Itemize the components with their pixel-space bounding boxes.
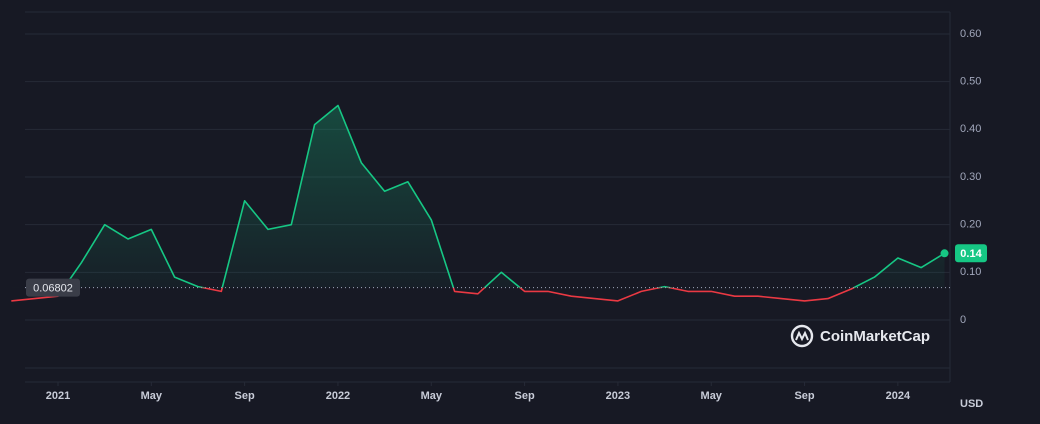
y-tick-label: 0.50 [960,76,981,88]
price-line-above [63,104,945,288]
y-tick-label: 0 [960,314,966,326]
baseline-label: 0.06802 [33,282,73,294]
plot: 0.14 0.06802 [11,104,987,302]
last-point [940,249,949,258]
logo-mark [795,330,809,342]
grid: 0 0.10 0.20 0.30 0.40 0.50 0.60 2021 May Sep 2022 M… [25,28,981,402]
y-tick-label: 0.20 [960,219,981,231]
price-area [11,105,945,288]
x-tick-label: Sep [515,390,535,402]
logo-icon [790,324,814,348]
y-tick-label: 0.60 [960,28,981,40]
x-tick-label: May [141,390,163,402]
y-tick-label: 0.40 [960,123,981,135]
x-tick-label: Sep [794,390,814,402]
x-tick-label: 2021 [46,390,70,402]
price-line-below [11,287,856,302]
x-tick-label: 2023 [606,390,630,402]
x-tick-label: May [421,390,443,402]
x-tick-label: May [701,390,723,402]
x-tick-label: 2022 [326,390,350,402]
x-tick-label: 2024 [886,390,911,402]
x-tick-label: Sep [235,390,255,402]
unit-label: USD [960,398,983,410]
watermark-text: CoinMarketCap [820,328,930,345]
watermark: CoinMarketCap [790,324,930,348]
current-price-label: 0.14 [960,248,982,260]
y-tick-label: 0.10 [960,266,981,278]
current-price-badge [955,244,987,263]
y-tick-label: 0.30 [960,171,981,183]
baseline-badge [26,278,80,297]
